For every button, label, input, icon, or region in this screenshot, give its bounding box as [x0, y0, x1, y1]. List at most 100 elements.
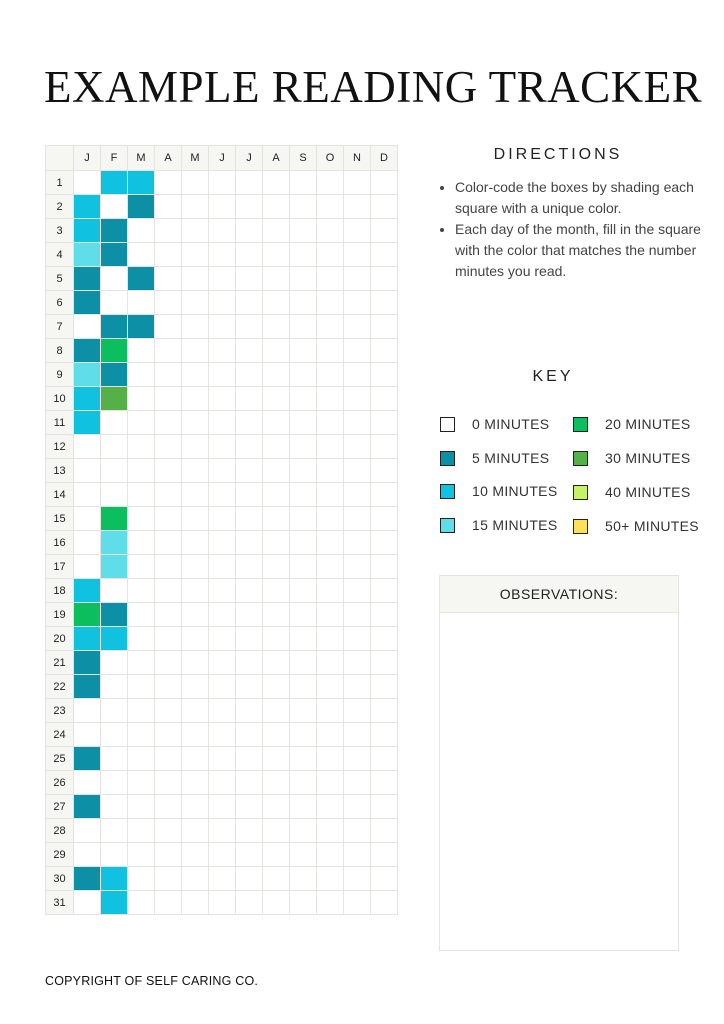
tracker-cell[interactable] — [316, 170, 344, 195]
tracker-cell[interactable] — [127, 194, 155, 219]
tracker-cell[interactable] — [127, 578, 155, 603]
tracker-cell[interactable] — [208, 362, 236, 387]
tracker-cell[interactable] — [343, 290, 371, 315]
tracker-cell[interactable] — [316, 818, 344, 843]
tracker-cell[interactable] — [343, 674, 371, 699]
tracker-cell[interactable] — [208, 530, 236, 555]
tracker-cell[interactable] — [208, 194, 236, 219]
tracker-cell[interactable] — [262, 602, 290, 627]
tracker-cell[interactable] — [289, 890, 317, 915]
tracker-cell[interactable] — [127, 242, 155, 267]
tracker-cell[interactable] — [289, 434, 317, 459]
tracker-cell[interactable] — [154, 266, 182, 291]
tracker-cell[interactable] — [100, 674, 128, 699]
tracker-cell[interactable] — [316, 554, 344, 579]
tracker-cell[interactable] — [235, 170, 263, 195]
tracker-cell[interactable] — [73, 482, 101, 507]
tracker-cell[interactable] — [262, 890, 290, 915]
tracker-cell[interactable] — [289, 746, 317, 771]
tracker-cell[interactable] — [235, 362, 263, 387]
tracker-cell[interactable] — [262, 794, 290, 819]
tracker-cell[interactable] — [181, 818, 209, 843]
tracker-cell[interactable] — [127, 218, 155, 243]
tracker-cell[interactable] — [154, 818, 182, 843]
tracker-cell[interactable] — [208, 482, 236, 507]
tracker-cell[interactable] — [208, 554, 236, 579]
tracker-cell[interactable] — [316, 626, 344, 651]
tracker-cell[interactable] — [100, 362, 128, 387]
tracker-cell[interactable] — [316, 866, 344, 891]
tracker-cell[interactable] — [370, 242, 398, 267]
tracker-cell[interactable] — [73, 410, 101, 435]
tracker-cell[interactable] — [100, 314, 128, 339]
tracker-cell[interactable] — [316, 434, 344, 459]
tracker-cell[interactable] — [127, 698, 155, 723]
tracker-cell[interactable] — [370, 770, 398, 795]
tracker-cell[interactable] — [289, 242, 317, 267]
tracker-cell[interactable] — [289, 770, 317, 795]
tracker-cell[interactable] — [181, 842, 209, 867]
tracker-cell[interactable] — [127, 482, 155, 507]
tracker-cell[interactable] — [316, 266, 344, 291]
tracker-cell[interactable] — [316, 722, 344, 747]
tracker-cell[interactable] — [262, 770, 290, 795]
tracker-cell[interactable] — [73, 194, 101, 219]
tracker-cell[interactable] — [262, 410, 290, 435]
tracker-cell[interactable] — [181, 866, 209, 891]
tracker-cell[interactable] — [262, 818, 290, 843]
tracker-cell[interactable] — [289, 650, 317, 675]
tracker-cell[interactable] — [181, 410, 209, 435]
tracker-cell[interactable] — [370, 194, 398, 219]
tracker-cell[interactable] — [289, 794, 317, 819]
tracker-cell[interactable] — [316, 482, 344, 507]
tracker-cell[interactable] — [262, 530, 290, 555]
tracker-cell[interactable] — [73, 650, 101, 675]
tracker-cell[interactable] — [289, 458, 317, 483]
tracker-cell[interactable] — [154, 890, 182, 915]
tracker-cell[interactable] — [235, 482, 263, 507]
tracker-cell[interactable] — [127, 626, 155, 651]
tracker-cell[interactable] — [208, 218, 236, 243]
tracker-cell[interactable] — [316, 218, 344, 243]
tracker-cell[interactable] — [100, 866, 128, 891]
tracker-cell[interactable] — [208, 458, 236, 483]
tracker-cell[interactable] — [235, 674, 263, 699]
tracker-cell[interactable] — [100, 218, 128, 243]
tracker-cell[interactable] — [235, 602, 263, 627]
tracker-cell[interactable] — [316, 194, 344, 219]
tracker-cell[interactable] — [370, 386, 398, 411]
tracker-cell[interactable] — [235, 194, 263, 219]
tracker-cell[interactable] — [343, 794, 371, 819]
tracker-cell[interactable] — [262, 194, 290, 219]
tracker-cell[interactable] — [316, 578, 344, 603]
tracker-cell[interactable] — [289, 194, 317, 219]
tracker-cell[interactable] — [343, 626, 371, 651]
tracker-cell[interactable] — [100, 434, 128, 459]
tracker-cell[interactable] — [100, 770, 128, 795]
tracker-cell[interactable] — [100, 626, 128, 651]
tracker-cell[interactable] — [181, 674, 209, 699]
tracker-cell[interactable] — [154, 290, 182, 315]
tracker-cell[interactable] — [235, 458, 263, 483]
tracker-cell[interactable] — [208, 770, 236, 795]
tracker-cell[interactable] — [262, 362, 290, 387]
tracker-cell[interactable] — [100, 842, 128, 867]
tracker-cell[interactable] — [181, 794, 209, 819]
tracker-cell[interactable] — [262, 698, 290, 723]
tracker-cell[interactable] — [181, 434, 209, 459]
tracker-cell[interactable] — [181, 458, 209, 483]
tracker-cell[interactable] — [289, 386, 317, 411]
tracker-cell[interactable] — [208, 674, 236, 699]
tracker-cell[interactable] — [208, 698, 236, 723]
tracker-cell[interactable] — [235, 866, 263, 891]
tracker-cell[interactable] — [289, 818, 317, 843]
tracker-cell[interactable] — [316, 290, 344, 315]
tracker-cell[interactable] — [208, 506, 236, 531]
tracker-cell[interactable] — [262, 458, 290, 483]
tracker-cell[interactable] — [100, 266, 128, 291]
tracker-cell[interactable] — [343, 698, 371, 723]
tracker-cell[interactable] — [235, 698, 263, 723]
tracker-cell[interactable] — [289, 674, 317, 699]
tracker-cell[interactable] — [289, 338, 317, 363]
tracker-cell[interactable] — [262, 290, 290, 315]
